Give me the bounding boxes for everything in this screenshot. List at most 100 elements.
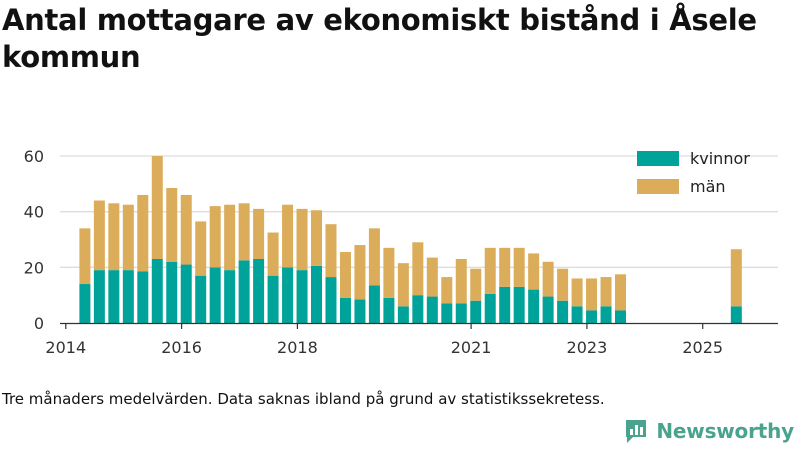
bar-män	[615, 274, 627, 311]
bar-kvinnor	[441, 303, 453, 323]
y-axis-ticks: 0 20 40 60	[24, 147, 44, 333]
y-tick-label: 20	[24, 258, 44, 277]
bar-kvinnor	[267, 275, 279, 323]
x-tick-label: 2018	[277, 338, 318, 357]
bar-män	[513, 247, 525, 287]
bar-män	[195, 221, 207, 276]
bar-kvinnor	[484, 293, 496, 323]
bar-kvinnor	[166, 261, 178, 323]
bar-kvinnor	[79, 284, 91, 323]
bar-män	[238, 203, 250, 261]
bar-män	[397, 263, 409, 307]
bar-män	[180, 194, 192, 265]
bar-kvinnor	[513, 286, 525, 323]
bar-män	[267, 232, 279, 276]
bar-kvinnor	[339, 297, 351, 323]
bar-män	[571, 278, 583, 307]
x-tick-label: 2016	[161, 338, 202, 357]
x-tick-label: 2014	[45, 338, 86, 357]
bar-män	[412, 242, 424, 296]
bar-män	[354, 245, 366, 300]
bar-kvinnor	[730, 306, 742, 323]
bar-kvinnor	[368, 285, 380, 323]
bar-män	[368, 228, 380, 286]
bar-män	[325, 224, 337, 278]
bar-män	[730, 249, 742, 307]
bar-män	[499, 247, 511, 287]
footnote: Tre månaders medelvärden. Data saknas ib…	[2, 390, 605, 408]
bar-män	[600, 277, 612, 307]
bar-kvinnor	[137, 271, 149, 323]
bar-kvinnor	[195, 275, 207, 323]
bar-kvinnor	[209, 267, 221, 323]
bar-män	[311, 210, 323, 266]
bar-män	[93, 200, 105, 271]
bar-män	[528, 253, 540, 290]
bar-män	[151, 156, 163, 259]
bar-män	[441, 277, 453, 304]
bar-kvinnor	[354, 299, 366, 323]
bar-män	[122, 204, 134, 271]
bar-kvinnor	[542, 296, 554, 323]
chart-title: Antal mottagare av ekonomiskt bistånd i …	[2, 3, 757, 74]
brand-logo: Newsworthy	[624, 418, 794, 444]
bar-kvinnor	[586, 310, 598, 323]
bar-män	[166, 188, 178, 262]
bar-män	[296, 208, 308, 271]
x-axis-ticks: 2014 2016 2018 2021 2023 2025	[45, 323, 723, 357]
legend-label-kvinnor: kvinnor	[690, 149, 750, 168]
bar-kvinnor	[600, 306, 612, 323]
bar-män	[253, 208, 265, 259]
bar-män	[455, 258, 467, 304]
bar-män	[557, 268, 569, 301]
bar-kvinnor	[557, 300, 569, 323]
bar-kvinnor	[282, 267, 294, 323]
legend-label-män: män	[690, 177, 726, 196]
bar-kvinnor	[180, 264, 192, 323]
bar-kvinnor	[238, 260, 250, 323]
bar-män	[137, 194, 149, 272]
legend-swatch-kvinnor	[637, 151, 679, 166]
brand-name: Newsworthy	[656, 419, 794, 443]
bar-kvinnor	[397, 306, 409, 323]
bar-män	[542, 261, 554, 297]
bar-kvinnor	[455, 303, 467, 323]
bar-kvinnor	[311, 265, 323, 323]
bar-män	[426, 257, 438, 297]
bar-män	[470, 268, 482, 301]
legend: kvinnor män	[637, 149, 750, 196]
bar-kvinnor	[571, 306, 583, 323]
x-tick-label: 2021	[451, 338, 492, 357]
bar-kvinnor	[253, 258, 265, 323]
newsworthy-logo-icon	[626, 420, 647, 443]
bar-män	[383, 247, 395, 298]
bar-män	[224, 204, 236, 271]
bar-män	[79, 228, 91, 285]
bar-kvinnor	[224, 270, 236, 323]
bars	[79, 156, 742, 323]
bar-män	[108, 203, 120, 271]
x-tick-label: 2023	[567, 338, 608, 357]
y-tick-label: 60	[24, 147, 44, 166]
x-tick-label: 2025	[682, 338, 723, 357]
bar-kvinnor	[108, 270, 120, 323]
bar-män	[282, 204, 294, 268]
bar-kvinnor	[93, 270, 105, 323]
y-tick-label: 0	[34, 314, 44, 333]
bar-kvinnor	[615, 310, 627, 323]
bar-kvinnor	[325, 277, 337, 323]
bar-kvinnor	[151, 258, 163, 323]
y-tick-label: 40	[24, 203, 44, 222]
bar-kvinnor	[296, 270, 308, 323]
bar-kvinnor	[470, 300, 482, 323]
bar-kvinnor	[499, 286, 511, 323]
bar-män	[339, 252, 351, 298]
bar-kvinnor	[383, 297, 395, 323]
bar-män	[484, 247, 496, 294]
bar-kvinnor	[412, 295, 424, 323]
legend-swatch-män	[637, 179, 679, 194]
bar-kvinnor	[122, 270, 134, 323]
bar-män	[209, 206, 221, 268]
bar-kvinnor	[528, 289, 540, 323]
